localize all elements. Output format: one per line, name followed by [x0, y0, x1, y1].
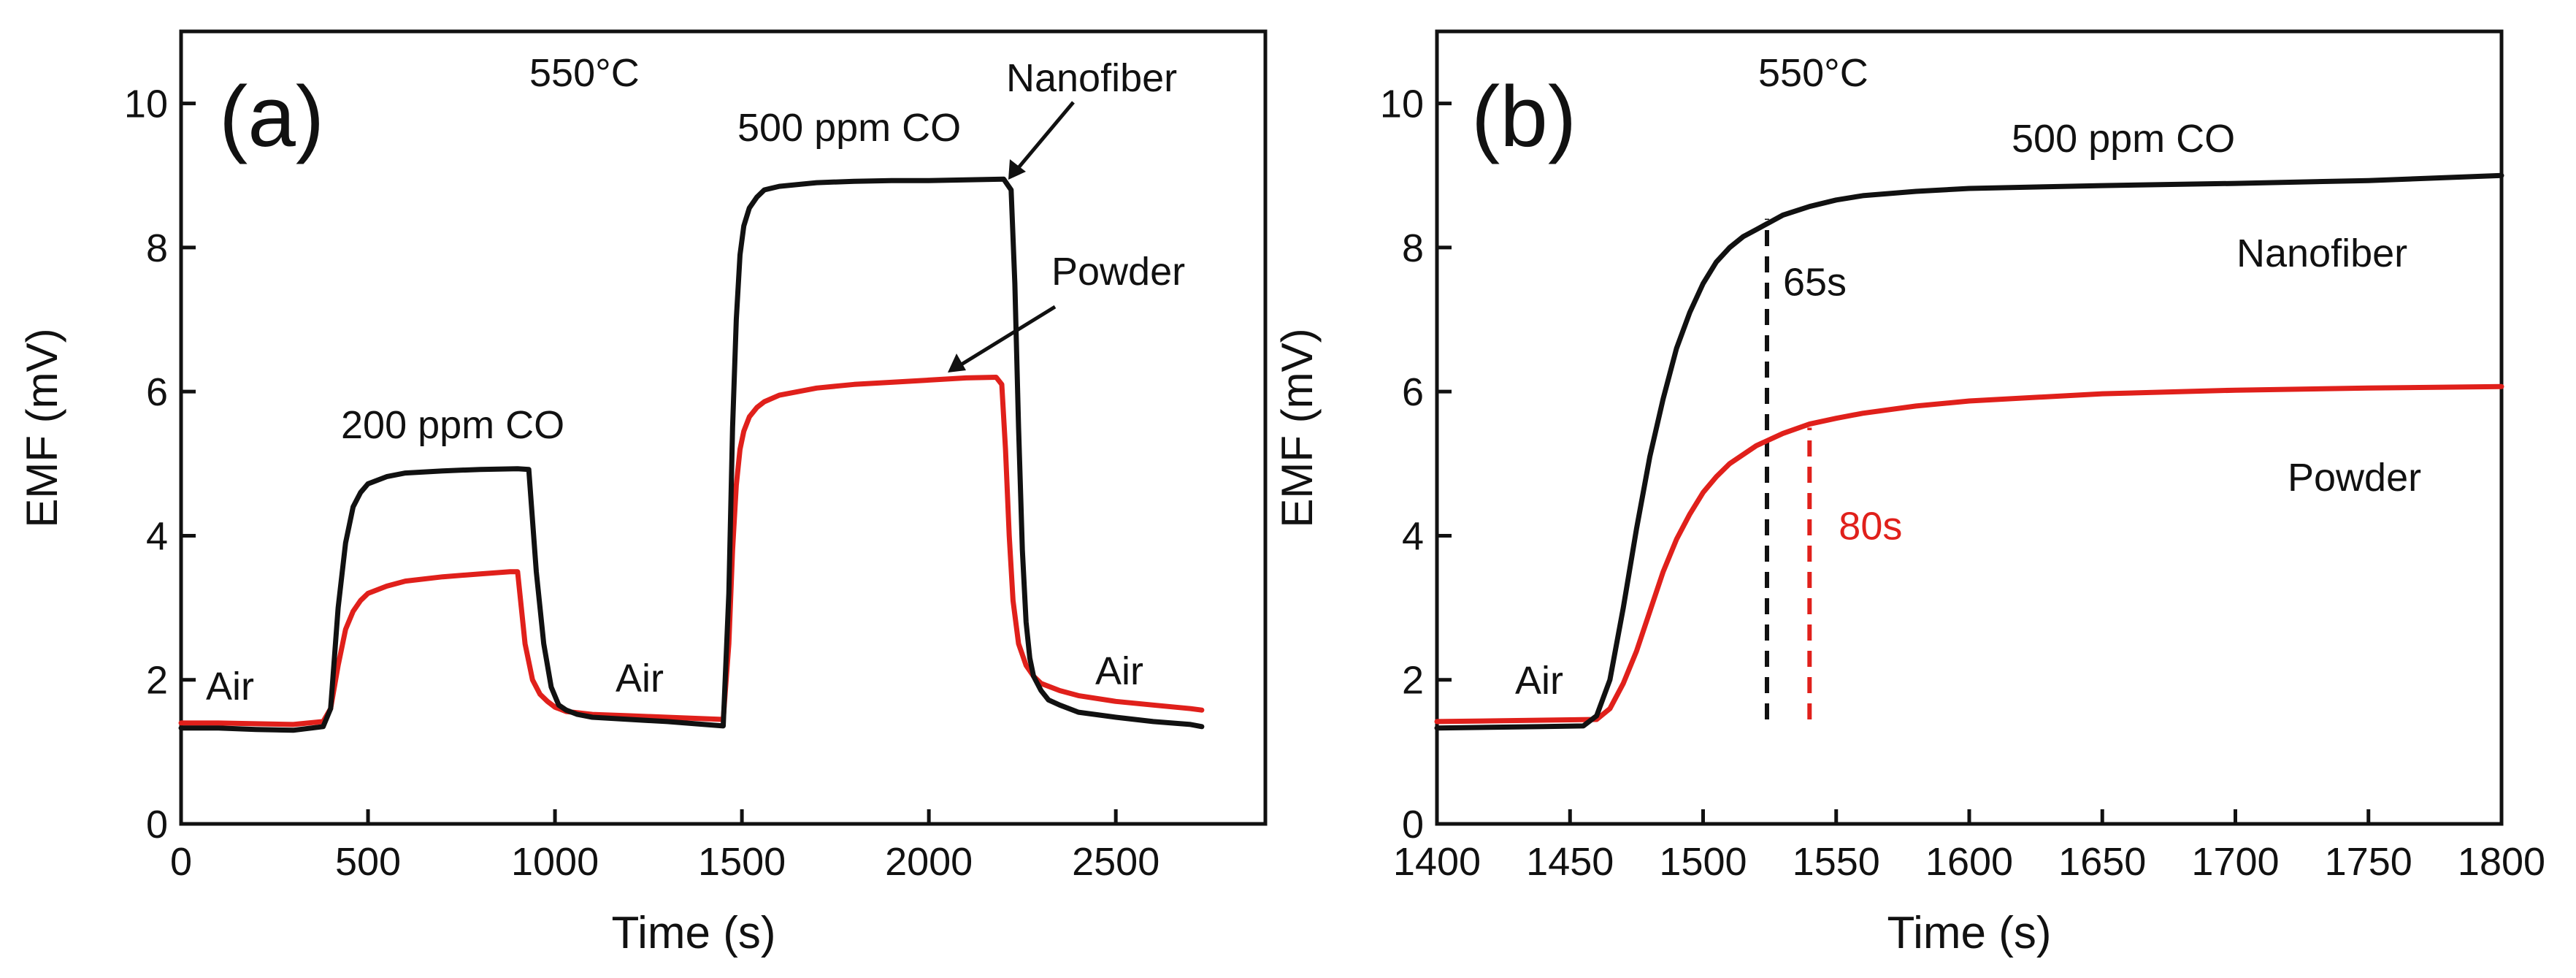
- y-tick-label-a-1: 2: [146, 659, 168, 703]
- lines-b: [1434, 172, 2504, 731]
- powder-arrow-a: [948, 305, 1057, 373]
- air-label-a1: Air: [206, 665, 254, 708]
- air-label-a2: Air: [616, 657, 664, 700]
- lines-a: [178, 176, 1205, 733]
- y-tick-label-a-3: 6: [146, 370, 168, 414]
- temperature-label-a: 550°C: [529, 51, 640, 95]
- x-tick-label-a-2: 1000: [511, 840, 599, 884]
- marker-label-0: 65s: [1783, 260, 1847, 304]
- x-tick-label-b-3: 1550: [1793, 840, 1880, 884]
- y-tick-label-b-4: 8: [1402, 226, 1424, 270]
- plot-frame-a: [179, 29, 1268, 826]
- powder-label-b: Powder: [2288, 456, 2421, 500]
- y-tick-label-b-1: 2: [1402, 659, 1424, 703]
- ticks-b: 1400 1450 1500 1550 1600 1650 1700 1750 1800 0 2 4 6…: [1380, 83, 2545, 884]
- nanofiber-label-a: Nanofiber: [1006, 56, 1177, 100]
- x-tick-label-b-4: 1600: [1925, 840, 2013, 884]
- co-200-label: 200 ppm CO: [341, 403, 564, 447]
- y-tick-label-b-0: 0: [1402, 803, 1424, 847]
- x-axis-label-b: Time (s): [1887, 908, 2052, 958]
- x-tick-label-a-1: 500: [335, 840, 401, 884]
- y-tick-label-a-0: 0: [146, 803, 168, 847]
- series-line-powder-b: [1434, 383, 2504, 725]
- x-tick-label-b-6: 1700: [2191, 840, 2279, 884]
- x-tick-label-b-8: 1800: [2458, 840, 2545, 884]
- y-tick-label-b-5: 10: [1380, 83, 1424, 126]
- powder-label-a: Powder: [1051, 250, 1185, 294]
- air-label-b: Air: [1515, 659, 1563, 703]
- x-tick-label-a-4: 2000: [885, 840, 973, 884]
- y-axis-label-a: EMF (mV): [18, 328, 66, 527]
- nanofiber-arrow-a: [1008, 101, 1075, 180]
- x-tick-label-b-2: 1500: [1659, 840, 1747, 884]
- x-tick-label-a-3: 1500: [698, 840, 786, 884]
- air-label-a3: Air: [1095, 649, 1143, 693]
- markers-b: 65s 80s: [1764, 218, 1902, 719]
- panel-label-b: (b): [1471, 69, 1576, 165]
- y-tick-label-a-2: 4: [146, 514, 168, 558]
- y-tick-label-b-2: 4: [1402, 514, 1424, 558]
- marker-label-1: 80s: [1839, 505, 1902, 549]
- y-tick-label-a-5: 10: [124, 83, 168, 126]
- y-tick-label-b-3: 6: [1402, 370, 1424, 414]
- temperature-label-b: 550°C: [1758, 51, 1868, 95]
- panel-a: (a) EMF (mV) Time (s) 0 500 1000 1500 2000 25…: [18, 29, 1268, 958]
- x-axis-label-a: Time (s): [612, 908, 776, 958]
- series-line-nanofiber-b: [1434, 172, 2504, 731]
- x-tick-label-b-0: 1400: [1393, 840, 1481, 884]
- ticks-a: 0 500 1000 1500 2000 2500 0 2 4 6 8 10: [124, 83, 1159, 884]
- panel-b: (b) EMF (mV) Time (s) 1400 1450 1500 1550 16…: [1273, 29, 2545, 958]
- nanofiber-label-b: Nanofiber: [2236, 232, 2407, 275]
- x-tick-label-b-7: 1750: [2325, 840, 2412, 884]
- plot-frame-b: [1435, 29, 2504, 826]
- series-line-nanofiber-a: [178, 176, 1205, 733]
- x-tick-label-b-1: 1450: [1526, 840, 1614, 884]
- x-tick-label-a-0: 0: [170, 840, 192, 884]
- x-tick-label-a-5: 2500: [1072, 840, 1159, 884]
- x-tick-label-b-5: 1650: [2058, 840, 2146, 884]
- panel-label-a: (a): [219, 69, 324, 165]
- y-tick-label-a-4: 8: [146, 226, 168, 270]
- co-500-label-b: 500 ppm CO: [2012, 117, 2235, 161]
- y-axis-label-b: EMF (mV): [1273, 328, 1322, 527]
- co-500-label-a: 500 ppm CO: [737, 106, 961, 150]
